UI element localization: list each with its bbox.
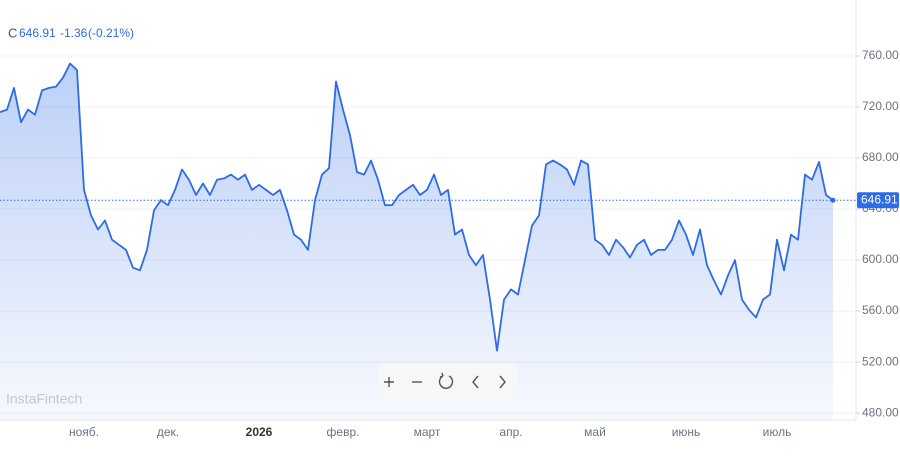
x-tick-label: июль xyxy=(763,425,792,439)
x-tick-label: июнь xyxy=(672,425,701,439)
x-tick-label: февр. xyxy=(327,425,360,439)
zoom-in-button[interactable] xyxy=(380,372,398,392)
watermark: InstaFintech xyxy=(6,391,82,407)
plot xyxy=(0,62,856,420)
line xyxy=(0,62,834,352)
y-tick-label: 760.00 xyxy=(862,48,899,62)
x-tick-label: дек. xyxy=(157,425,179,439)
x-tick-label: нояб. xyxy=(69,425,99,439)
scroll-left-button[interactable] xyxy=(466,372,484,392)
nav-buttons xyxy=(378,364,518,402)
nav-panel xyxy=(378,364,518,402)
y-tick-label: 600.00 xyxy=(862,252,899,266)
x-tick-label: 2026 xyxy=(246,425,273,439)
reset-button[interactable] xyxy=(437,372,455,392)
x-tick-label: май xyxy=(584,425,606,439)
change-percent: (-0.21%) xyxy=(88,26,134,40)
price-tag: 646.91 xyxy=(861,192,898,206)
price-tag-box xyxy=(857,192,899,209)
change: -1.36 xyxy=(60,26,88,40)
scroll-right-button[interactable] xyxy=(494,372,512,392)
y-tick-label: 520.00 xyxy=(862,354,899,368)
y-tick-label: 680.00 xyxy=(862,150,899,164)
x-tick-label: март xyxy=(414,425,441,439)
y-tick-label: 480.00 xyxy=(862,405,899,419)
price: 646.91 xyxy=(19,26,56,40)
y-tick-label: 720.00 xyxy=(862,99,899,113)
x-tick-label: апр. xyxy=(499,425,522,439)
y-tick-label: 560.00 xyxy=(862,303,899,317)
zoom-out-button[interactable] xyxy=(408,372,426,392)
area xyxy=(0,63,833,420)
symbol: C xyxy=(8,25,17,40)
